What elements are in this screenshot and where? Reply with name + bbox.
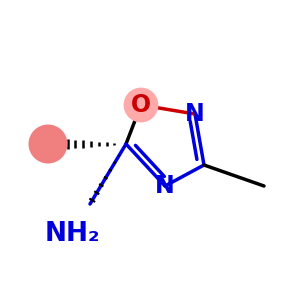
Text: NH₂: NH₂ — [44, 221, 100, 247]
Text: N: N — [185, 102, 205, 126]
Text: methyl: methyl — [276, 188, 281, 189]
Text: N: N — [155, 174, 175, 198]
Circle shape — [124, 88, 158, 122]
Circle shape — [28, 124, 68, 164]
Text: O: O — [131, 93, 151, 117]
